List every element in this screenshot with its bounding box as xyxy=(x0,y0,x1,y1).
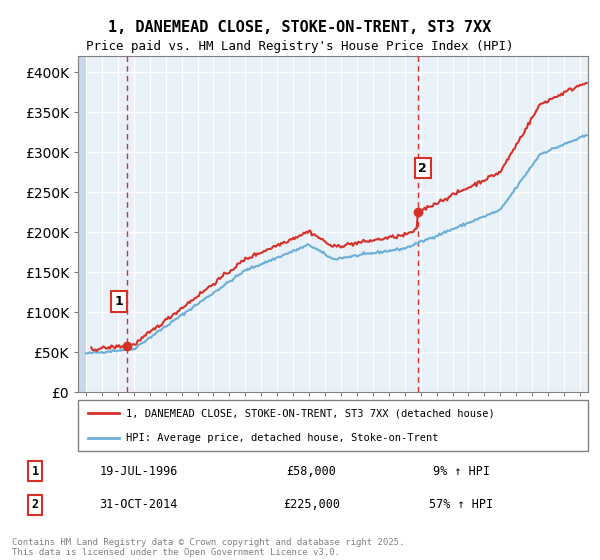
Text: 1: 1 xyxy=(31,465,38,478)
Text: 1, DANEMEAD CLOSE, STOKE-ON-TRENT, ST3 7XX (detached house): 1, DANEMEAD CLOSE, STOKE-ON-TRENT, ST3 7… xyxy=(127,408,495,418)
Text: 1: 1 xyxy=(114,295,123,308)
Text: HPI: Average price, detached house, Stoke-on-Trent: HPI: Average price, detached house, Stok… xyxy=(127,433,439,443)
Text: 57% ↑ HPI: 57% ↑ HPI xyxy=(429,498,493,511)
Text: Contains HM Land Registry data © Crown copyright and database right 2025.
This d: Contains HM Land Registry data © Crown c… xyxy=(12,538,404,557)
Text: 2: 2 xyxy=(418,161,427,175)
Text: Price paid vs. HM Land Registry's House Price Index (HPI): Price paid vs. HM Land Registry's House … xyxy=(86,40,514,53)
Text: £58,000: £58,000 xyxy=(287,465,337,478)
Text: 19-JUL-1996: 19-JUL-1996 xyxy=(100,465,178,478)
Text: 9% ↑ HPI: 9% ↑ HPI xyxy=(433,465,490,478)
Text: £225,000: £225,000 xyxy=(283,498,340,511)
Text: 31-OCT-2014: 31-OCT-2014 xyxy=(100,498,178,511)
Text: 2: 2 xyxy=(31,498,38,511)
Text: 1, DANEMEAD CLOSE, STOKE-ON-TRENT, ST3 7XX: 1, DANEMEAD CLOSE, STOKE-ON-TRENT, ST3 7… xyxy=(109,20,491,35)
